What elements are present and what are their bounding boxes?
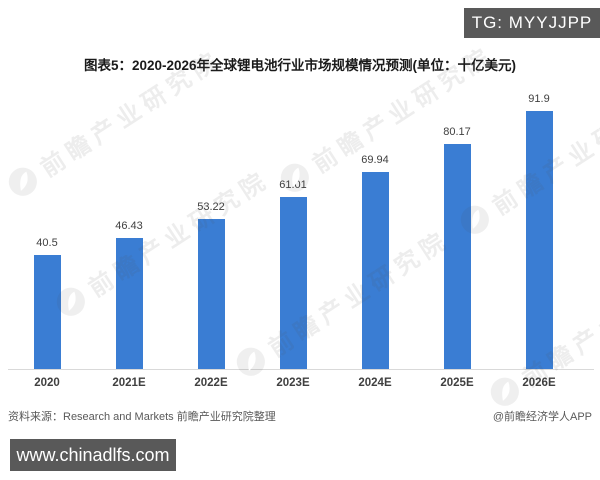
x-tick-label-2024E: 2024E [358, 377, 392, 389]
bar-value-label: 46.43 [115, 220, 143, 232]
x-tick-label-2022E: 2022E [194, 377, 228, 389]
bar-value-label: 91.9 [528, 93, 550, 105]
x-tick-label-2025E: 2025E [440, 377, 474, 389]
bar-plot-area: 40.5 46.43 53.22 61.01 69.94 80.17 91.9 [0, 85, 600, 369]
bar-2022E [197, 219, 225, 369]
x-axis-line [8, 369, 594, 370]
site-url-badge: www.chinadlfs.com [10, 439, 176, 471]
data-source-text: 资料来源：Research and Markets 前瞻产业研究院整理 [8, 411, 276, 423]
bar-value-label: 80.17 [443, 126, 471, 138]
x-tick-label-2020: 2020 [34, 377, 60, 389]
chart-title: 图表5：2020-2026年全球锂电池行业市场规模情况预测(单位：十亿美元) [83, 58, 517, 73]
x-tick-label-2023E: 2023E [276, 377, 310, 389]
bar-value-label: 69.94 [361, 154, 389, 166]
bar-2023E [279, 197, 307, 369]
x-tick-label-2021E: 2021E [112, 377, 146, 389]
bar-value-label: 61.01 [279, 179, 307, 191]
bar-2026E [525, 111, 553, 369]
bar-2020 [33, 255, 61, 369]
bar-value-label: 40.5 [36, 237, 58, 249]
credit-text: @前瞻经济学人APP [492, 411, 592, 423]
bar-2025E [443, 144, 471, 369]
bar-2024E [361, 172, 389, 369]
x-tick-label-2026E: 2026E [522, 377, 556, 389]
bar-value-label: 53.22 [197, 201, 225, 213]
bar-2021E [115, 238, 143, 369]
tg-contact-badge: TG: MYYJJPP [464, 8, 600, 38]
